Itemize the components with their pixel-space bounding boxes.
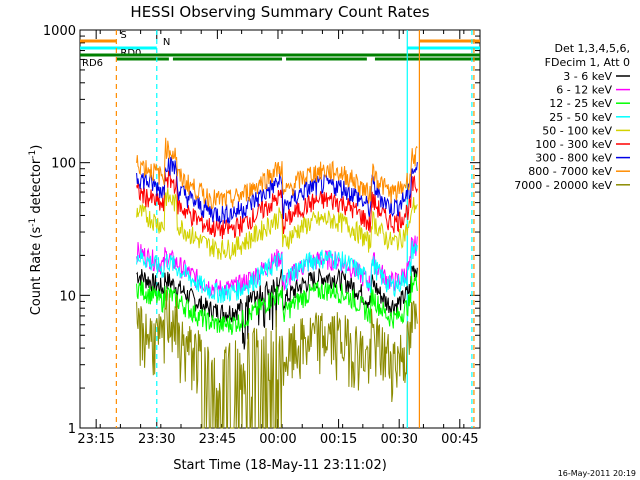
series-line xyxy=(136,272,418,335)
legend-entry-label: 6 - 12 keV xyxy=(556,84,612,97)
instrument-flags: SNRD0RD6 xyxy=(80,30,480,69)
legend-entry-label: 50 - 100 keV xyxy=(542,124,612,137)
series-line xyxy=(136,289,418,429)
legend: Det 1,3,4,5,6, FDecim 1, Att 0 3 - 6 keV… xyxy=(514,42,630,192)
chart-title: HESSI Observing Summary Count Rates xyxy=(130,3,429,21)
legend-entry-label: 3 - 6 keV xyxy=(563,70,612,83)
x-tick-label: 23:30 xyxy=(138,432,175,447)
flag-s-label: S xyxy=(120,30,126,41)
legend-entry-label: 7000 - 20000 keV xyxy=(514,179,612,192)
x-tick-label: 23:45 xyxy=(199,432,236,447)
series-line xyxy=(136,240,418,304)
x-tick-label: 00:15 xyxy=(320,432,357,447)
x-tick-label: 23:15 xyxy=(77,432,114,447)
vertical-markers xyxy=(115,30,475,428)
y-tick-label: 100 xyxy=(51,157,76,172)
series-line xyxy=(136,155,418,226)
series-line xyxy=(136,137,418,210)
legend-entry-label: 100 - 300 keV xyxy=(535,138,612,151)
legend-title-line1: Det 1,3,4,5,6, xyxy=(554,42,630,55)
y-tick-label: 1000 xyxy=(43,24,76,39)
y-tick-label: 10 xyxy=(59,289,76,304)
flag-n-label: N xyxy=(163,37,170,48)
series-lines xyxy=(136,137,418,429)
flag-rd6-label: RD6 xyxy=(82,58,103,69)
x-tick-label: 00:45 xyxy=(441,432,478,447)
x-axis-label: Start Time (18-May-11 23:11:02) xyxy=(173,458,387,473)
plot-frame xyxy=(79,29,481,429)
legend-entry-label: 800 - 7000 keV xyxy=(528,165,612,178)
y-tick-label: 1 xyxy=(68,422,76,437)
legend-entry-label: 300 - 800 keV xyxy=(535,152,612,165)
legend-entry-label: 25 - 50 keV xyxy=(549,111,612,124)
legend-entry-label: 12 - 25 keV xyxy=(549,97,612,110)
x-tick-label: 00:00 xyxy=(259,432,296,447)
y-axis-label: Count Rate (s-1 detector-1) xyxy=(28,145,44,316)
legend-title-line2: FDecim 1, Att 0 xyxy=(545,56,630,69)
x-tick-label: 00:30 xyxy=(380,432,417,447)
footer-timestamp: 16-May-2011 20:19 xyxy=(558,469,636,478)
series-line xyxy=(136,170,418,240)
series-line xyxy=(136,188,418,261)
